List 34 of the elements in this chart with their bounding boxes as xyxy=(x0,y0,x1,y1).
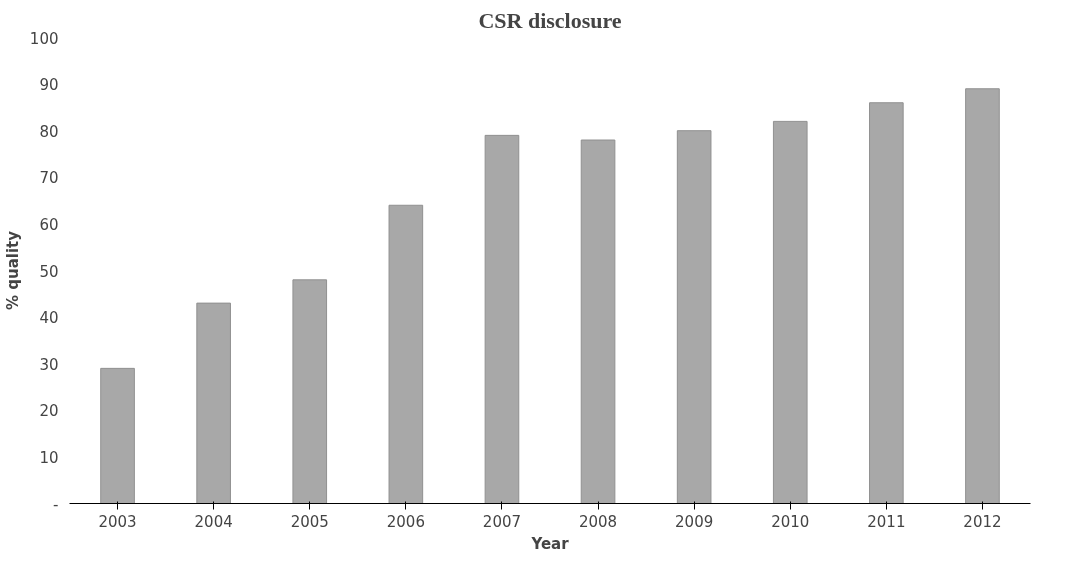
x-tick-label: 2009 xyxy=(675,512,714,531)
bar xyxy=(965,88,1000,504)
x-tick-label: 2010 xyxy=(771,512,810,531)
bar xyxy=(388,204,424,504)
bar xyxy=(100,367,135,504)
y-tick-label: 10 xyxy=(39,448,59,467)
bar xyxy=(676,130,712,504)
y-tick-label: - xyxy=(53,495,59,514)
y-tick-label: 100 xyxy=(29,29,59,48)
x-tick-label: 2004 xyxy=(194,512,233,531)
bar xyxy=(292,279,328,504)
x-tick-label: 2008 xyxy=(578,512,618,531)
y-tick-label: 40 xyxy=(39,309,59,328)
bar xyxy=(196,302,231,504)
x-tick-label: 2006 xyxy=(386,512,425,531)
y-tick-label: 90 xyxy=(39,76,59,95)
bar xyxy=(484,134,520,504)
chart-title: CSR disclosure xyxy=(478,7,622,33)
x-axis-title: Year xyxy=(530,534,570,553)
x-tick-label: 2005 xyxy=(290,512,329,531)
y-axis-title: % quality xyxy=(3,230,22,311)
y-tick-label: 80 xyxy=(39,122,59,141)
bar xyxy=(869,102,904,504)
y-tick-label: 60 xyxy=(39,215,59,234)
x-tick-label: 2011 xyxy=(867,512,906,531)
y-tick-label: 20 xyxy=(39,402,59,421)
bar xyxy=(772,120,808,504)
y-tick-label: 50 xyxy=(39,262,59,281)
x-tick-label: 2003 xyxy=(98,512,137,531)
y-tick-label: 30 xyxy=(39,355,59,374)
x-tick-label: 2012 xyxy=(963,512,1002,531)
bar xyxy=(580,139,616,504)
x-tick-label: 2007 xyxy=(482,512,522,531)
y-tick-label: 70 xyxy=(39,169,59,188)
